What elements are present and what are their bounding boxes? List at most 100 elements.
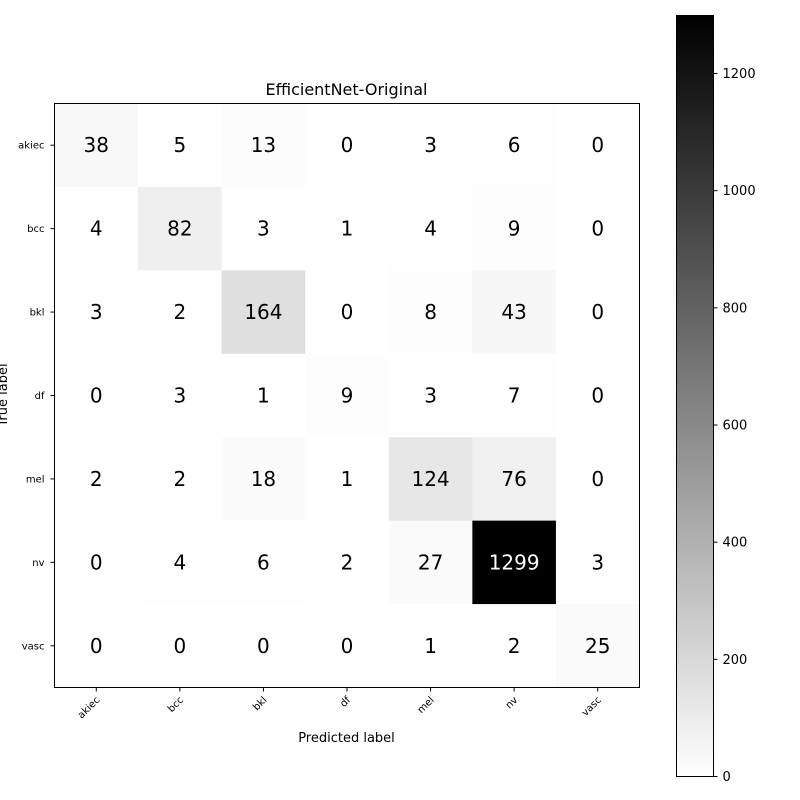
heatmap-cell — [54, 353, 139, 438]
heatmap-cell — [305, 270, 390, 355]
y-tick-label: nv — [32, 558, 44, 569]
cell-value-label: 0 — [591, 133, 604, 157]
heatmap-cell — [54, 103, 139, 188]
heatmap-cell — [54, 186, 139, 271]
cell-value-label: 0 — [591, 384, 604, 408]
x-axis-ticks: akiec bcc bkl df mel nv vasc — [76, 687, 604, 721]
cell-value-label: 2 — [90, 467, 103, 491]
heatmap-cell — [472, 103, 557, 188]
cell-value-label: 8 — [424, 300, 437, 324]
cell-value-label: 124 — [411, 467, 449, 491]
cell-value-label: 6 — [508, 133, 521, 157]
cell-value-label: 0 — [90, 384, 103, 408]
colorbar-tick-label: 0 — [723, 770, 731, 785]
cell-value-label: 0 — [173, 634, 186, 658]
colorbar-tick-label: 800 — [723, 301, 748, 316]
x-tick-label: bkl — [251, 695, 269, 713]
cell-value-label: 1 — [341, 467, 354, 491]
heatmap-cell — [472, 353, 557, 438]
colorbar-tick-label: 1000 — [723, 184, 756, 199]
colorbar-tick-label: 200 — [723, 653, 748, 668]
heatmap-cell — [221, 186, 306, 271]
x-axis-label: Predicted label — [298, 731, 395, 746]
heatmap-cell — [555, 604, 640, 688]
heatmap-cell — [54, 604, 139, 688]
heatmap-cell — [54, 437, 139, 522]
cell-value-label: 0 — [90, 550, 103, 574]
x-tick-label: vasc — [580, 695, 604, 719]
cell-value-label: 3 — [591, 550, 604, 574]
cell-value-label: 0 — [341, 300, 354, 324]
heatmap-cell — [221, 103, 306, 188]
heatmap-cell — [221, 353, 306, 438]
colorbar-tick-label: 1200 — [723, 67, 756, 82]
heatmap-cell — [555, 353, 640, 438]
cell-value-label: 7 — [508, 384, 521, 408]
cell-value-label: 5 — [173, 133, 186, 157]
heatmap-cell — [138, 270, 223, 355]
heatmap-cell — [472, 520, 557, 605]
cell-value-label: 2 — [173, 300, 186, 324]
cell-value-label: 4 — [424, 217, 437, 241]
cell-value-label: 76 — [501, 467, 526, 491]
heatmap-cell-labels: 38 5 13 0 3 6 04 82 3 1 4 9 03 2 164 0 8 43 00 3 1 9 3 7 02 2 18 1 1… — [84, 133, 611, 658]
y-tick-label: bcc — [27, 224, 44, 235]
heatmap-cell — [138, 437, 223, 522]
heatmap-cell — [388, 186, 473, 271]
cell-value-label: 1 — [257, 384, 270, 408]
cell-value-label: 2 — [508, 634, 521, 658]
y-tick-label: mel — [26, 474, 45, 485]
heatmap-cell — [138, 103, 223, 188]
heatmap-cell — [388, 270, 473, 355]
heatmap-cell — [472, 604, 557, 688]
cell-value-label: 13 — [251, 133, 276, 157]
heatmap-cell — [555, 520, 640, 605]
cell-value-label: 38 — [84, 133, 109, 157]
heatmap-cell — [305, 353, 390, 438]
heatmap-cell — [138, 604, 223, 688]
cell-value-label: 0 — [591, 217, 604, 241]
heatmap-cell — [138, 353, 223, 438]
cell-value-label: 27 — [418, 550, 443, 574]
heatmap-cells — [54, 103, 640, 688]
cell-value-label: 1 — [424, 634, 437, 658]
cell-value-label: 3 — [90, 300, 103, 324]
heatmap-cell — [472, 186, 557, 271]
heatmap-cell — [54, 270, 139, 355]
cell-value-label: 82 — [167, 217, 192, 241]
y-tick-label: df — [35, 391, 45, 402]
heatmap-cell — [138, 520, 223, 605]
heatmap-cell — [472, 437, 557, 522]
heatmap-cell — [388, 520, 473, 605]
cell-value-label: 0 — [341, 133, 354, 157]
x-tick-label: df — [338, 695, 353, 710]
y-axis-label: True label — [0, 363, 11, 427]
cell-value-label: 0 — [591, 300, 604, 324]
colorbar — [676, 15, 714, 777]
y-tick-label: akiec — [18, 141, 44, 152]
colorbar-tick-label: 600 — [723, 418, 748, 433]
heatmap-cell — [221, 270, 306, 355]
x-tick-label: bcc — [166, 695, 186, 715]
heatmap-cell — [305, 520, 390, 605]
cell-value-label: 1 — [341, 217, 354, 241]
heatmap-cell — [555, 437, 640, 522]
heatmap-cell — [305, 103, 390, 188]
y-tick-label: vasc — [22, 641, 45, 652]
cell-value-label: 4 — [90, 217, 103, 241]
heatmap-cell — [388, 353, 473, 438]
cell-value-label: 3 — [257, 217, 270, 241]
chart-title: EfficientNet-Original — [266, 80, 428, 99]
heatmap-cell — [221, 520, 306, 605]
heatmap-cell — [388, 103, 473, 188]
cell-value-label: 0 — [90, 634, 103, 658]
heatmap-cell — [54, 520, 139, 605]
colorbar-ticks: 0 200 400 600 800 1000 1200 — [713, 67, 756, 785]
cell-value-label: 18 — [251, 467, 276, 491]
y-tick-label: bkl — [30, 308, 45, 319]
heatmap-cell — [221, 604, 306, 688]
cell-value-label: 4 — [173, 550, 186, 574]
cell-value-label: 2 — [173, 467, 186, 491]
cell-value-label: 0 — [341, 634, 354, 658]
